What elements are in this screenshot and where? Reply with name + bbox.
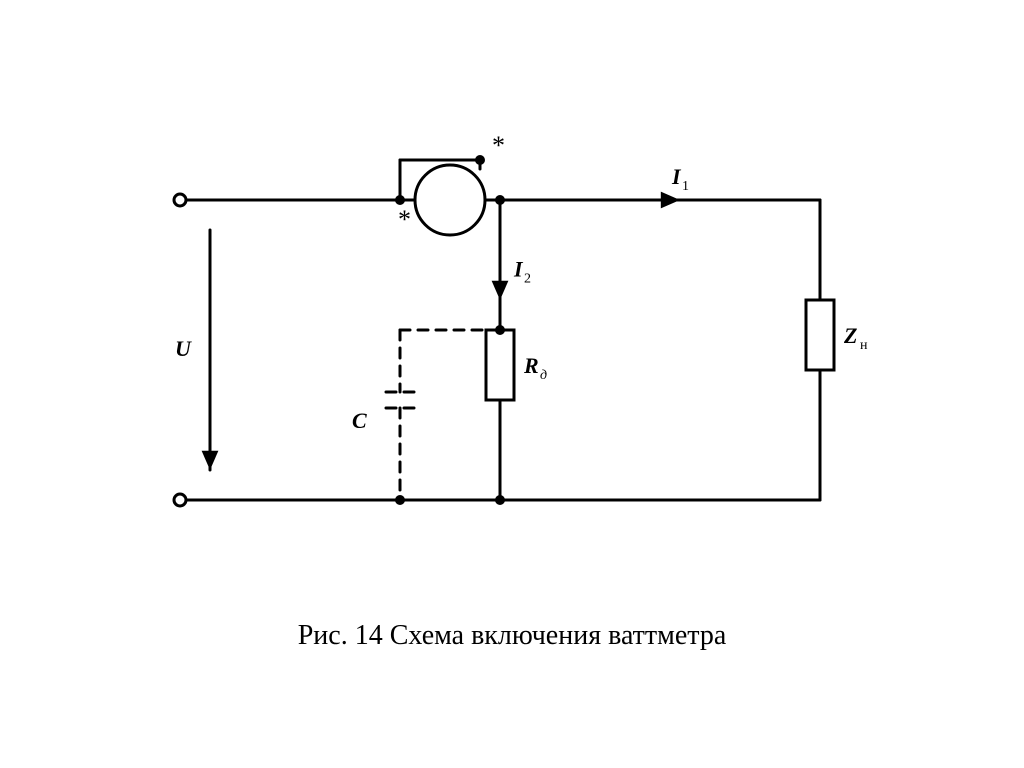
svg-text:Z: Z xyxy=(843,323,857,348)
circuit-diagram-container: **UI1I2CRдZн Рис. 14 Схема включения ват… xyxy=(0,0,1024,768)
svg-text:д: д xyxy=(540,368,547,383)
svg-text:н: н xyxy=(860,338,868,353)
svg-text:*: * xyxy=(398,205,411,234)
svg-text:1: 1 xyxy=(682,179,689,194)
figure-caption: Рис. 14 Схема включения ваттметра xyxy=(0,620,1024,652)
svg-text:U: U xyxy=(175,336,192,361)
svg-text:C: C xyxy=(352,408,367,433)
circuit-svg: **UI1I2CRдZн xyxy=(0,0,1024,768)
svg-text:R: R xyxy=(523,353,539,378)
svg-text:I: I xyxy=(513,257,524,282)
svg-text:*: * xyxy=(492,131,505,160)
svg-text:I: I xyxy=(671,164,682,189)
svg-text:2: 2 xyxy=(524,272,531,287)
